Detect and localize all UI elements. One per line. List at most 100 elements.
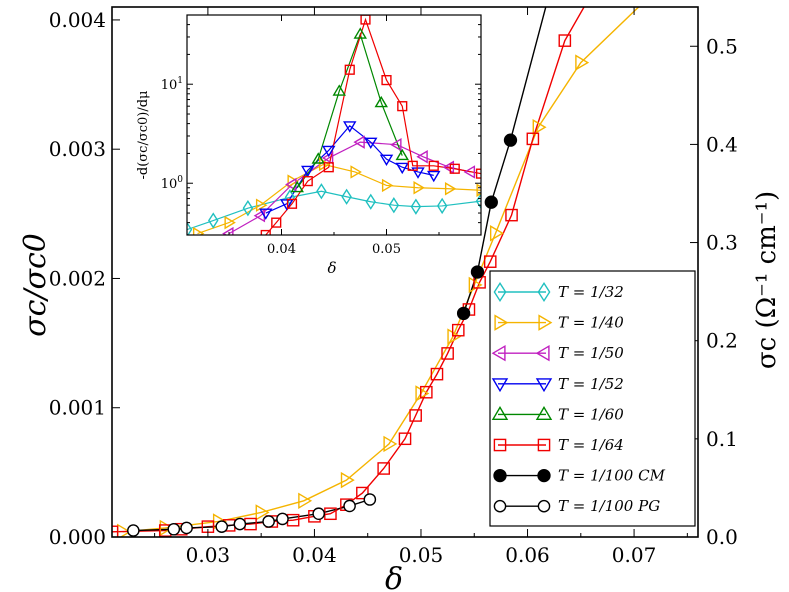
- main-plot-area: 0.03 0.04 0.05 0.06 0.07 0.000 0.001 0.002 0.003…: [49, 6, 738, 567]
- inset-x-axis-title: δ: [327, 259, 336, 277]
- main-plot-frame: [111, 6, 699, 538]
- series-line-t-1-100-pg: [133, 498, 371, 532]
- inset-data-point-t-1-64: [323, 162, 334, 173]
- legend-marker-t-1-52: [491, 378, 509, 393]
- inset-data-point-t-1-60: [332, 84, 346, 96]
- inset-y-axis-title: -d(σc/σc0)/dμ: [136, 91, 151, 180]
- inset-data-point-t-1-40: [287, 174, 299, 188]
- inset-data-point-t-1-52: [259, 208, 273, 220]
- inset-data-point-t-1-40: [381, 178, 394, 193]
- inset-series-line-t-1-60: [296, 32, 403, 189]
- inset-data-point-t-1-40: [192, 226, 205, 235]
- legend-label-t-1-40: T = 1/40: [558, 314, 624, 332]
- data-point-t-1-64: [483, 255, 497, 268]
- inset-data-point-t-1-64: [260, 229, 271, 235]
- legend-marker-t-1-32: [493, 281, 507, 303]
- x-tick-label: 0.06: [505, 543, 550, 567]
- legend-label-t-1-100-cm: T = 1/100 CM: [558, 467, 666, 485]
- inset-data-point-t-1-60: [374, 95, 388, 108]
- legend-label-t-1-50: T = 1/50: [558, 344, 624, 362]
- x-tick-label: 0.05: [399, 543, 444, 567]
- inset-data-point-t-1-60: [311, 152, 325, 164]
- inset-data-point-t-1-32: [436, 197, 448, 215]
- inset-data-point-t-1-50: [442, 160, 455, 174]
- data-point-t-1-64: [441, 347, 454, 360]
- inset-data-point-t-1-60: [290, 180, 304, 193]
- inset-data-point-t-1-40: [224, 215, 236, 230]
- inset-data-point-t-1-52: [343, 121, 357, 133]
- data-point-t-1-40: [489, 224, 504, 242]
- inset-x-tick-label: 0.05: [372, 242, 401, 257]
- data-point-t-1-100-pg: [343, 499, 356, 513]
- inset-data-point-t-1-64: [449, 163, 460, 174]
- inset-data-point-t-1-60: [353, 27, 367, 39]
- inset-data-point-t-1-52: [427, 170, 441, 183]
- legend-box: [489, 270, 696, 527]
- legend-label-t-1-60: T = 1/60: [558, 405, 624, 423]
- data-point-t-1-40: [383, 435, 398, 453]
- data-point-t-1-40: [415, 385, 430, 402]
- inset-data-point-t-1-50: [222, 226, 234, 235]
- legend-label-t-1-64: T = 1/64: [558, 436, 624, 454]
- data-point-t-1-100-cm: [470, 265, 485, 279]
- x-tick-label: 0.07: [612, 543, 657, 567]
- data-point-t-1-64: [526, 132, 540, 146]
- legend-label-t-1-52: T = 1/52: [558, 375, 624, 393]
- legend-marker-t-1-100-cm: [537, 468, 551, 483]
- inset-data-point-t-1-52: [322, 145, 336, 158]
- data-point-t-1-40: [298, 492, 313, 510]
- legend-marker-t-1-40: [494, 314, 509, 331]
- legend-label-t-1-100-pg: T = 1/100 PG: [558, 497, 660, 515]
- inset-data-point-t-1-64: [407, 160, 418, 171]
- right-y-tick-label: 0.2: [706, 329, 738, 353]
- inset-data-point-t-1-52: [395, 162, 409, 175]
- data-point-t-1-64: [451, 323, 465, 337]
- right-y-tick-label: 0.5: [706, 34, 738, 58]
- inset-data-point-t-1-50: [353, 135, 365, 149]
- legend-marker-t-1-64: [537, 438, 551, 452]
- inset-data-point-t-1-32: [388, 197, 400, 214]
- inset-data-point-t-1-32: [208, 212, 219, 229]
- inset-data-point-t-1-64: [286, 198, 298, 209]
- inset-series-line-t-1-64: [265, 17, 481, 235]
- inset-y-tick-label: 100: [161, 175, 184, 192]
- inset-data-point-t-1-52: [280, 199, 294, 211]
- left-y-tick-label: 0.004: [49, 8, 106, 32]
- inset-data-point-t-1-64: [302, 176, 313, 187]
- inset-data-point-t-1-64: [271, 217, 282, 228]
- inset-data-point-t-1-40: [350, 165, 362, 179]
- legend-marker-t-1-60: [491, 406, 509, 420]
- legend-marker-t-1-50: [491, 344, 506, 362]
- data-point-t-1-100-pg: [180, 521, 193, 535]
- inset-background: [187, 15, 481, 235]
- left-y-tick-label: 0.001: [49, 396, 106, 420]
- legend-marker-t-1-60: [535, 406, 553, 420]
- data-point-t-1-100-pg: [363, 493, 377, 506]
- data-point-t-1-40: [255, 504, 270, 521]
- data-point-t-1-64: [505, 208, 518, 222]
- inset-data-point-t-1-64: [428, 160, 439, 171]
- data-point-t-1-64: [430, 367, 444, 381]
- inset-series-line-t-1-40: [197, 163, 481, 235]
- data-point-t-1-40: [447, 328, 462, 345]
- legend-marker-t-1-100-cm: [493, 468, 507, 483]
- inset-data-point-t-1-40: [476, 183, 481, 197]
- left-y-tick-label: 0.000: [49, 525, 106, 549]
- inset-data-point-t-1-64: [397, 101, 408, 112]
- inset-plot-area: 0.04 0.05 100 101: [161, 14, 482, 257]
- data-point-t-1-100-pg: [312, 507, 325, 521]
- legend-marker-t-1-50: [535, 344, 550, 362]
- data-point-t-1-100-cm: [456, 306, 471, 321]
- legend-marker-t-1-52: [535, 378, 553, 393]
- inset-data-point-t-1-52: [411, 167, 425, 179]
- right-y-tick-label: 0.0: [706, 525, 738, 549]
- inset-data-point-t-1-52: [301, 165, 315, 178]
- inset-x-tick-label: 0.04: [267, 242, 296, 257]
- inset-data-point-t-1-50: [416, 150, 428, 164]
- right-y-axis-title: σc (Ω⁻¹ cm⁻¹): [752, 191, 782, 369]
- inset-data-point-t-1-32: [242, 199, 254, 217]
- data-point-t-1-64: [377, 462, 390, 475]
- data-point-t-1-64: [420, 385, 433, 399]
- data-point-t-1-100-cm: [484, 195, 498, 209]
